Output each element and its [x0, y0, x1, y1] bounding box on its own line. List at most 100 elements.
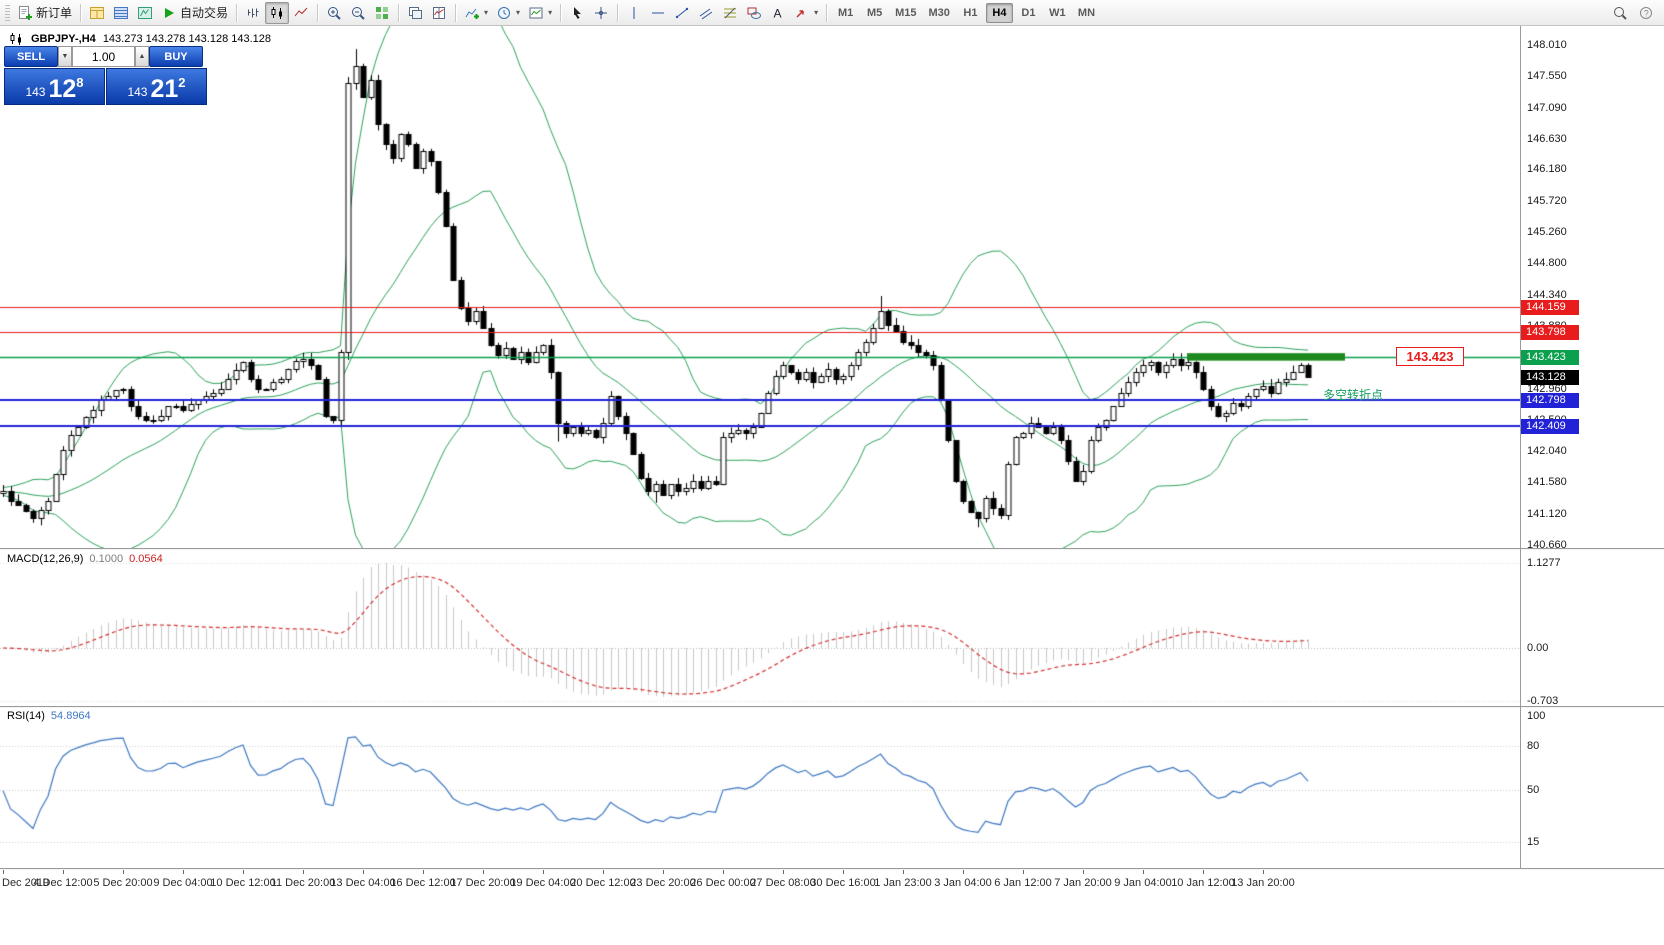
timeframe-h1[interactable]: H1	[957, 3, 984, 23]
shapes-icon	[746, 5, 762, 21]
vline-icon	[626, 5, 642, 21]
toolbar-separator	[455, 3, 457, 22]
buy-price-point: 2	[178, 75, 186, 90]
panel-separator[interactable]	[0, 706, 1664, 707]
sell-price-button[interactable]: 143 12 8	[4, 68, 105, 105]
help-button[interactable]: ?	[1634, 2, 1658, 24]
auto-trading-button[interactable]: 自动交易	[157, 2, 232, 24]
help-icon: ?	[1638, 5, 1654, 21]
macd-axis-label: -0.703	[1527, 695, 1559, 707]
time-axis-label: 10 Dec 12:00	[210, 877, 276, 889]
one-click-trading-panel: SELL ▼ ▲ BUY 143 12 8 143 21 2	[4, 46, 207, 105]
zoom-out-button[interactable]	[346, 2, 370, 24]
rsi-axis-label: 100	[1527, 710, 1546, 722]
time-axis[interactable]: Dec 2019 4 Dec 12:00 5 Dec 20:00 9 Dec 04:0…	[0, 868, 1520, 898]
toolbar-separator	[80, 3, 82, 22]
vertical-line-button[interactable]	[622, 2, 646, 24]
timeframe-m5[interactable]: M5	[861, 3, 888, 23]
dropdown-caret-icon: ▾	[814, 8, 819, 17]
candlestick-chart-button[interactable]	[265, 1, 290, 24]
sell-button[interactable]: SELL	[4, 46, 58, 67]
equidistant-channel-button[interactable]	[694, 2, 718, 24]
bar-chart-button[interactable]	[241, 2, 265, 24]
volume-increase-button[interactable]: ▲	[135, 46, 149, 67]
time-axis-label: 16 Dec 12:00	[390, 877, 456, 889]
market-watch-button[interactable]	[85, 2, 109, 24]
text-button[interactable]: A	[766, 2, 790, 24]
templates-button[interactable]: ▾	[524, 2, 556, 24]
timeframe-w1[interactable]: W1	[1044, 3, 1071, 23]
macd-panel-canvas[interactable]	[0, 549, 1520, 706]
turning-point-annotation[interactable]: 多空转折点	[1323, 388, 1384, 402]
price-axis-label: 146.630	[1527, 132, 1567, 145]
time-axis-label: 30 Dec 16:00	[810, 877, 876, 889]
time-tick	[303, 869, 304, 874]
clock-icon	[496, 5, 512, 21]
timeframe-mn[interactable]: MN	[1073, 3, 1100, 23]
horizontal-line-button[interactable]	[646, 2, 670, 24]
time-tick	[483, 869, 484, 874]
timeframe-w1-label: W1	[1049, 6, 1066, 19]
rsi-panel-canvas[interactable]	[0, 707, 1520, 868]
tile2-icon	[431, 5, 447, 21]
price-axis-label: 148.010	[1527, 39, 1567, 51]
macd-name: MACD(12,26,9)	[7, 553, 84, 565]
rsi-name: RSI(14)	[7, 710, 45, 722]
price-axis-label: 147.090	[1527, 101, 1567, 114]
new-order-button-label: 新订单	[36, 6, 73, 20]
crosshair-button[interactable]	[589, 2, 613, 24]
price-axis-label: 142.040	[1527, 445, 1567, 458]
toolbar-separator	[236, 3, 238, 22]
cursor-button[interactable]	[565, 2, 589, 24]
indicator-plus-icon	[464, 5, 480, 21]
time-axis-label: 9 Dec 04:00	[153, 877, 213, 889]
timeframe-m30[interactable]: M30	[924, 3, 955, 23]
price-chart-canvas[interactable]	[0, 26, 1520, 548]
panel-separator[interactable]	[0, 548, 1664, 549]
symbol-info: GBPJPY-,H4 143.273 143.278 143.128 143.1…	[8, 31, 271, 47]
time-tick	[1023, 869, 1024, 874]
buy-button[interactable]: BUY	[149, 46, 203, 67]
fibonacci-button[interactable]	[718, 2, 742, 24]
search-button[interactable]	[1608, 2, 1632, 24]
hline-icon	[650, 5, 666, 21]
time-axis-label: 17 Dec 20:00	[450, 877, 516, 889]
navigator-button[interactable]	[133, 2, 157, 24]
cascade-windows-button[interactable]	[403, 2, 427, 24]
price-axis-label: 145.720	[1527, 194, 1567, 207]
zoom-in-button[interactable]	[322, 2, 346, 24]
rsi-indicator-label: RSI(14) 54.8964	[7, 710, 91, 722]
trendline-button[interactable]	[670, 2, 694, 24]
timeframe-m1[interactable]: M1	[832, 3, 859, 23]
volume-decrease-button[interactable]: ▼	[58, 46, 72, 67]
time-tick	[663, 869, 664, 874]
search-icon	[1612, 5, 1628, 21]
macd-indicator-label: MACD(12,26,9) 0.1000 0.0564	[7, 553, 163, 565]
arrows-button[interactable]: ▾	[790, 2, 822, 24]
time-tick	[543, 869, 544, 874]
data-window-button[interactable]	[109, 2, 133, 24]
buy-price-button[interactable]: 143 21 2	[106, 68, 207, 105]
timeframe-m15[interactable]: M15	[890, 3, 921, 23]
volume-input[interactable]	[72, 46, 135, 67]
shapes-button[interactable]	[742, 2, 766, 24]
indicators-button[interactable]: ▾	[460, 2, 492, 24]
cascade-icon	[407, 5, 423, 21]
dropdown-caret-icon: ▾	[484, 8, 489, 17]
tile-windows-button[interactable]	[370, 2, 394, 24]
timeframe-h4[interactable]: H4	[985, 2, 1013, 23]
arrange-charts-button[interactable]	[427, 2, 451, 24]
new-order-button[interactable]: 新订单	[13, 2, 76, 24]
cursor-icon	[569, 5, 585, 21]
price-axis-label: 144.800	[1527, 257, 1567, 270]
data-window-icon	[113, 5, 129, 21]
line-chart-button[interactable]	[289, 2, 313, 24]
toolbar-grip	[5, 4, 10, 21]
price-axis[interactable]: 148.010 147.550 147.090 146.630 146.180 145.7…	[1521, 0, 1664, 945]
time-tick	[1203, 869, 1204, 874]
price-level-label[interactable]: 143.423	[1396, 347, 1464, 366]
dropdown-caret-icon: ▾	[548, 8, 553, 17]
periods-button[interactable]: ▾	[492, 2, 524, 24]
timeframe-d1[interactable]: D1	[1015, 3, 1042, 23]
time-tick	[783, 869, 784, 874]
